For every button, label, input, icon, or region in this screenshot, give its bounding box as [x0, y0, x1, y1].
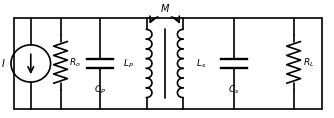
Text: $M$: $M$: [160, 2, 170, 14]
Text: $R_o$: $R_o$: [69, 56, 81, 69]
Text: $C_P$: $C_P$: [94, 84, 106, 96]
Text: $L_s$: $L_s$: [196, 57, 206, 70]
Text: $L_P$: $L_P$: [123, 57, 134, 70]
Text: $I$: $I$: [1, 57, 6, 70]
Text: $R_L$: $R_L$: [303, 56, 314, 69]
Text: $C_s$: $C_s$: [228, 84, 240, 96]
